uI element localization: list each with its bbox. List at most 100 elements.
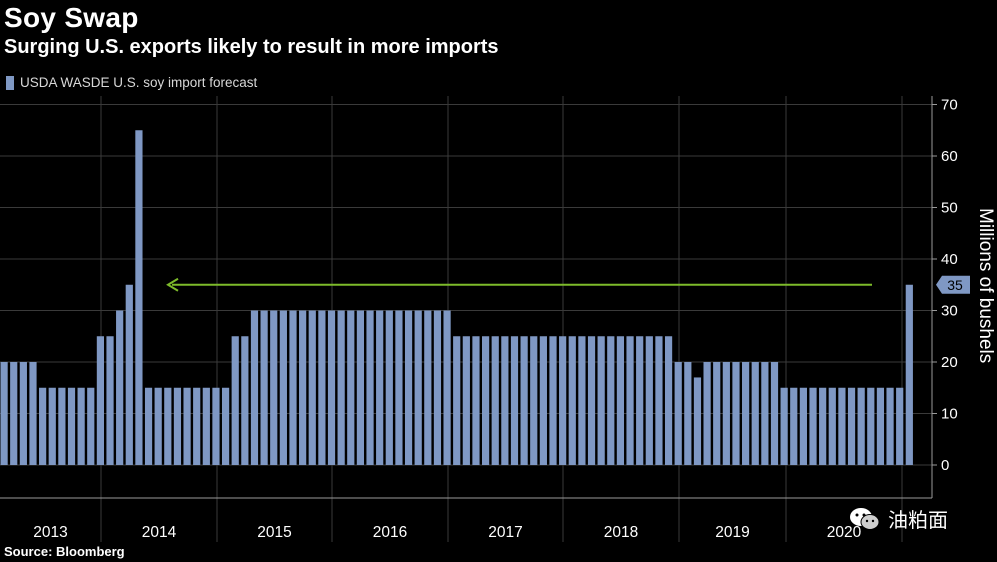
bar — [742, 362, 750, 465]
bar — [0, 362, 8, 465]
bar — [674, 362, 682, 465]
bar — [443, 310, 451, 465]
x-tick-label: 2014 — [142, 524, 177, 541]
bar — [135, 130, 143, 465]
bar — [501, 336, 509, 465]
bar — [10, 362, 18, 465]
bar — [202, 387, 210, 465]
bar — [318, 310, 326, 465]
x-tick-label: 2013 — [33, 524, 67, 541]
bar — [424, 310, 432, 465]
y-tick-label: 50 — [941, 200, 958, 217]
bar — [530, 336, 538, 465]
bar — [472, 336, 480, 465]
bar — [520, 336, 528, 465]
bar — [404, 310, 413, 465]
bar — [58, 387, 66, 465]
watermark: 油粕面 — [848, 504, 948, 533]
y-tick-label: 40 — [941, 251, 958, 268]
x-tick-label: 2015 — [257, 524, 291, 541]
x-tick-label: 2020 — [827, 524, 862, 541]
y-tick-label: 30 — [941, 303, 958, 320]
bar — [799, 387, 807, 465]
last-value-callout — [936, 275, 970, 294]
bar — [241, 336, 249, 465]
bar — [896, 387, 904, 465]
legend-label: USDA WASDE U.S. soy import forecast — [20, 75, 258, 90]
bar — [770, 362, 779, 465]
bar — [626, 336, 634, 465]
bar — [780, 387, 788, 465]
y-tick-label: 70 — [941, 97, 958, 114]
x-tick-label: 2018 — [604, 524, 638, 541]
x-tick-label: 2017 — [488, 524, 522, 541]
bar — [260, 310, 268, 465]
bar — [414, 310, 422, 465]
bar — [655, 336, 663, 465]
bar — [125, 284, 133, 465]
bar — [616, 336, 625, 465]
bar — [144, 387, 153, 465]
bar — [549, 336, 557, 465]
bar — [857, 387, 865, 465]
bar — [713, 362, 721, 465]
bar — [886, 387, 894, 465]
y-axis-label: Millions of bushels — [975, 208, 996, 363]
bar — [482, 336, 490, 465]
arrow-head — [166, 277, 179, 292]
bar — [703, 362, 711, 465]
bar — [664, 336, 673, 465]
bar — [732, 362, 740, 465]
bar — [693, 377, 702, 465]
last-value-label: 35 — [947, 277, 963, 293]
bar — [395, 310, 403, 465]
bars — [0, 130, 913, 465]
bar — [597, 336, 605, 465]
bar — [376, 310, 384, 465]
watermark-text: 油粕面 — [888, 510, 948, 532]
x-tick-label: 2019 — [715, 524, 749, 541]
bar — [510, 336, 519, 465]
bar — [289, 310, 297, 465]
chart-subtitle: Surging U.S. exports likely to result in… — [4, 36, 499, 58]
bar — [250, 310, 259, 465]
bar — [106, 336, 114, 465]
legend: USDA WASDE U.S. soy import forecast — [6, 75, 257, 90]
bar — [809, 387, 817, 465]
bar — [722, 362, 730, 465]
bar — [96, 336, 104, 465]
y-axis: 0 10 20 30 40 50 60 70 — [931, 96, 958, 498]
bar — [337, 310, 345, 465]
y-tick-label: 20 — [941, 354, 958, 371]
bar — [578, 336, 586, 465]
bar — [29, 362, 37, 465]
bar — [193, 387, 201, 465]
bar — [67, 387, 76, 465]
bar — [453, 336, 461, 465]
bar — [838, 387, 846, 465]
x-tick-label: 2016 — [373, 524, 407, 541]
bar — [183, 387, 191, 465]
bar — [876, 387, 885, 465]
bar — [587, 336, 596, 465]
bar — [77, 387, 85, 465]
bar — [751, 362, 759, 465]
bar — [684, 362, 692, 465]
bar — [154, 387, 162, 465]
y-tick-label: 0 — [941, 457, 949, 474]
bar — [39, 387, 47, 465]
bar — [87, 387, 95, 465]
bar — [867, 387, 875, 465]
chart-title: Soy Swap — [4, 2, 139, 33]
wechat-icon — [850, 507, 880, 530]
bar — [19, 362, 27, 465]
bar — [327, 310, 336, 465]
bar — [116, 310, 124, 465]
bar — [607, 336, 615, 465]
bar — [231, 336, 239, 465]
bar — [636, 336, 644, 465]
bar — [279, 310, 287, 465]
y-tick-label: 60 — [941, 148, 958, 165]
gridlines — [0, 96, 932, 542]
